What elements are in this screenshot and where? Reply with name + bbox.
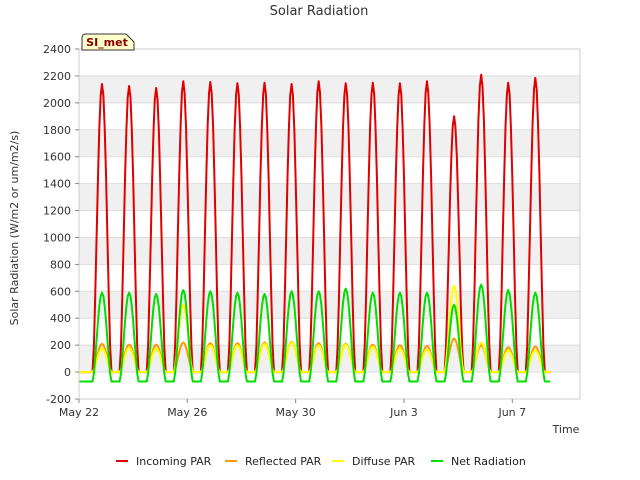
band xyxy=(79,129,580,157)
legend-item-net-radiation: Net Radiation xyxy=(431,455,526,468)
x-tick-label: May 22 xyxy=(59,406,99,419)
y-tick-label: 0 xyxy=(64,366,71,379)
chart-title: Solar Radiation xyxy=(270,4,369,19)
site-badge-label: SI_met xyxy=(86,36,128,49)
y-tick-label: 2400 xyxy=(43,43,71,56)
y-tick-label: 1800 xyxy=(43,124,71,137)
legend-item-diffuse-par: Diffuse PAR xyxy=(332,455,416,468)
y-tick-label: 2200 xyxy=(43,70,71,83)
x-tick-label: Jun 3 xyxy=(389,406,418,419)
y-axis-ticks: -200 0 200 400 600 800 1000 1200 1400 1600 1800 200… xyxy=(43,43,79,406)
plot-frame xyxy=(78,48,581,400)
band xyxy=(79,237,580,265)
y-tick-label: 800 xyxy=(50,258,71,271)
legend-label-diffuse-par: Diffuse PAR xyxy=(352,455,416,468)
y-tick-label: 1200 xyxy=(43,205,71,218)
band xyxy=(79,75,580,103)
legend: Incoming PAR Reflected PAR Diffuse PAR N… xyxy=(116,455,526,468)
y-axis-label: Solar Radiation (W/m2 or um/m2/s) xyxy=(8,131,21,326)
x-axis-ticks: May 22 May 26 May 30 Jun 3 Jun 7 xyxy=(59,399,526,419)
y-tick-label: 2000 xyxy=(43,97,71,110)
site-badge: SI_met xyxy=(81,33,135,51)
legend-label-reflected-par: Reflected PAR xyxy=(245,455,322,468)
y-tick-label: 400 xyxy=(50,312,71,325)
x-tick-label: May 26 xyxy=(167,406,207,419)
y-tick-label: 1000 xyxy=(43,231,71,244)
y-tick-label: 1400 xyxy=(43,178,71,191)
legend-label-incoming-par: Incoming PAR xyxy=(136,455,212,468)
band xyxy=(79,183,580,211)
series-line-incoming-par xyxy=(79,73,551,374)
x-tick-label: Jun 7 xyxy=(497,406,526,419)
x-axis-label: Time xyxy=(552,423,580,436)
y-tick-label: 600 xyxy=(50,285,71,298)
plot-background-bands xyxy=(79,75,580,373)
series-line-net-radiation xyxy=(79,283,551,383)
y-tick-label: 200 xyxy=(50,339,71,352)
site-badge-box xyxy=(81,33,135,51)
legend-item-reflected-par: Reflected PAR xyxy=(225,455,322,468)
y-tick-label: 1600 xyxy=(43,151,71,164)
series-lines xyxy=(79,73,551,383)
legend-item-incoming-par: Incoming PAR xyxy=(116,455,212,468)
legend-label-net-radiation: Net Radiation xyxy=(451,455,526,468)
x-tick-label: May 30 xyxy=(276,406,316,419)
y-tick-label: -200 xyxy=(46,393,71,406)
